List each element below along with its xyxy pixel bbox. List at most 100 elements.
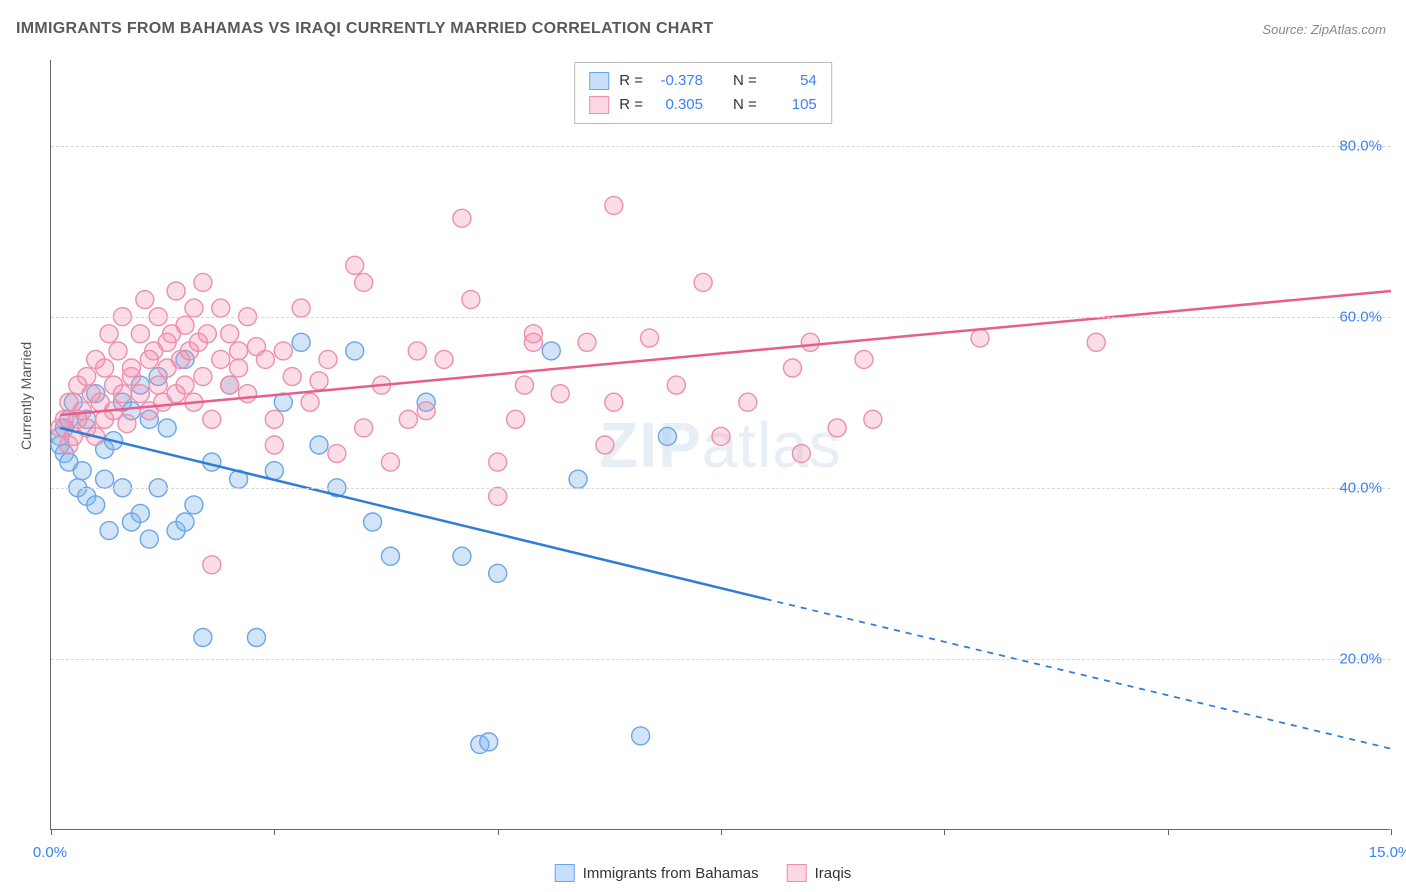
legend-label-bahamas: Immigrants from Bahamas xyxy=(583,865,759,882)
scatter-point xyxy=(176,316,194,334)
scatter-point xyxy=(301,393,319,411)
scatter-point xyxy=(596,436,614,454)
scatter-point xyxy=(515,376,533,394)
legend-label-iraqis: Iraqis xyxy=(815,865,852,882)
scatter-point xyxy=(641,329,659,347)
scatter-point xyxy=(73,402,91,420)
scatter-point xyxy=(131,504,149,522)
scatter-point xyxy=(100,522,118,540)
trend-line-solid xyxy=(60,428,766,599)
scatter-point xyxy=(328,445,346,463)
scatter-point xyxy=(176,513,194,531)
scatter-point xyxy=(551,385,569,403)
scatter-point xyxy=(247,629,265,647)
scatter-point xyxy=(319,350,337,368)
scatter-point xyxy=(292,299,310,317)
scatter-point xyxy=(256,350,274,368)
plot-area: ZIPatlas 20.0%40.0%60.0%80.0% xyxy=(50,60,1390,830)
scatter-point xyxy=(453,209,471,227)
scatter-point xyxy=(310,372,328,390)
x-tick-mark xyxy=(51,829,52,835)
y-tick-label: 60.0% xyxy=(1339,308,1382,325)
x-tick-mark xyxy=(1391,829,1392,835)
chart-title: IMMIGRANTS FROM BAHAMAS VS IRAQI CURRENT… xyxy=(16,20,713,38)
scatter-point xyxy=(971,329,989,347)
y-tick-label: 80.0% xyxy=(1339,137,1382,154)
scatter-point xyxy=(694,273,712,291)
scatter-point xyxy=(542,342,560,360)
scatter-point xyxy=(185,299,203,317)
scatter-point xyxy=(118,415,136,433)
scatter-point xyxy=(221,325,239,343)
scatter-point xyxy=(158,419,176,437)
x-tick-label: 15.0% xyxy=(1369,844,1406,861)
n-label: N = xyxy=(733,69,757,93)
y-axis-label: Currently Married xyxy=(18,342,34,450)
x-tick-mark xyxy=(944,829,945,835)
scatter-point xyxy=(864,410,882,428)
scatter-point xyxy=(230,359,248,377)
scatter-point xyxy=(828,419,846,437)
scatter-point xyxy=(462,291,480,309)
trend-line-dashed xyxy=(766,599,1391,749)
scatter-point xyxy=(131,325,149,343)
x-tick-label: 0.0% xyxy=(33,844,67,861)
r-value-bahamas: -0.378 xyxy=(655,69,703,93)
scatter-point xyxy=(801,333,819,351)
scatter-point xyxy=(96,359,114,377)
scatter-point xyxy=(96,470,114,488)
scatter-point xyxy=(667,376,685,394)
source-label: Source: xyxy=(1262,22,1307,37)
r-value-iraqis: 0.305 xyxy=(655,93,703,117)
scatter-point xyxy=(605,196,623,214)
swatch-pink-icon xyxy=(787,864,807,882)
legend-row-bahamas: R = -0.378 N = 54 xyxy=(589,69,817,93)
n-label-2: N = xyxy=(733,93,757,117)
scatter-point xyxy=(185,496,203,514)
scatter-point xyxy=(569,470,587,488)
scatter-point xyxy=(87,496,105,514)
scatter-point xyxy=(408,342,426,360)
scatter-point xyxy=(855,350,873,368)
y-tick-label: 40.0% xyxy=(1339,479,1382,496)
scatter-point xyxy=(122,368,140,386)
x-tick-mark xyxy=(1168,829,1169,835)
swatch-blue xyxy=(589,72,609,90)
scatter-point xyxy=(399,410,417,428)
scatter-point xyxy=(140,530,158,548)
scatter-point xyxy=(364,513,382,531)
scatter-point xyxy=(274,342,292,360)
scatter-point xyxy=(507,410,525,428)
legend-item-iraqis: Iraqis xyxy=(787,864,852,882)
scatter-point xyxy=(292,333,310,351)
legend-row-iraqis: R = 0.305 N = 105 xyxy=(589,93,817,117)
swatch-blue-icon xyxy=(555,864,575,882)
scatter-point xyxy=(346,342,364,360)
scatter-point xyxy=(239,385,257,403)
legend-item-bahamas: Immigrants from Bahamas xyxy=(555,864,759,882)
scatter-point xyxy=(167,282,185,300)
scatter-point xyxy=(632,727,650,745)
x-tick-mark xyxy=(274,829,275,835)
scatter-point xyxy=(355,273,373,291)
n-value-bahamas: 54 xyxy=(769,69,817,93)
scatter-point xyxy=(381,453,399,471)
scatter-point xyxy=(100,325,118,343)
series-legend: Immigrants from Bahamas Iraqis xyxy=(555,864,852,882)
scatter-point xyxy=(739,393,757,411)
scatter-point xyxy=(658,427,676,445)
scatter-point xyxy=(783,359,801,377)
source-name: ZipAtlas.com xyxy=(1311,22,1386,37)
y-tick-label: 20.0% xyxy=(1339,650,1382,667)
scatter-point xyxy=(310,436,328,454)
scatter-point xyxy=(113,385,131,403)
x-tick-mark xyxy=(498,829,499,835)
scatter-point xyxy=(198,325,216,343)
scatter-point xyxy=(792,445,810,463)
correlation-legend: R = -0.378 N = 54 R = 0.305 N = 105 xyxy=(574,62,832,124)
scatter-point xyxy=(131,385,149,403)
scatter-point xyxy=(73,462,91,480)
source-attribution: Source: ZipAtlas.com xyxy=(1262,22,1386,37)
scatter-point xyxy=(453,547,471,565)
scatter-point xyxy=(194,368,212,386)
